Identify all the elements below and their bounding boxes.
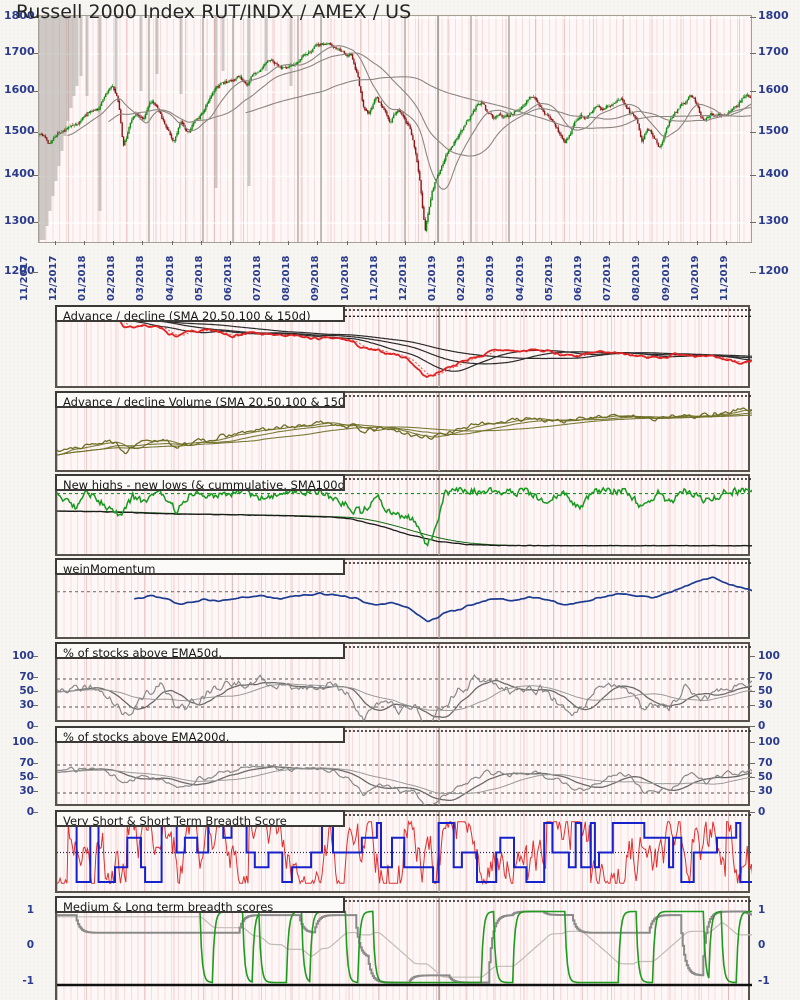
panel-advance-decline-volume: Advance / decline Volume (SMA 20,50,100 … — [55, 391, 752, 472]
panel-svg — [57, 728, 752, 805]
month-label: 06/2018 — [222, 255, 234, 301]
pct-label-left: 50 — [19, 771, 34, 783]
pct-label-right: 70 — [758, 757, 773, 769]
score-label-right: -1 — [758, 974, 770, 987]
pct-label-left: 100 — [12, 736, 34, 748]
panel-medium-long-breadth: Medium & Long term breadth scores — [55, 896, 752, 1000]
month-label: 02/2019 — [456, 255, 468, 301]
price-label-left: 1700 — [4, 45, 35, 58]
month-label: 11/2019 — [718, 255, 730, 301]
score-label-left: 1 — [26, 903, 34, 916]
pct-label-left: 0 — [26, 720, 34, 732]
panel-svg — [57, 812, 752, 892]
price-label-right: 1800 — [758, 9, 789, 22]
price-label-left: 1300 — [4, 214, 35, 228]
pct-label-left: 70 — [19, 757, 34, 769]
pct-label-left: 30 — [19, 699, 34, 711]
pct-label-right: 30 — [758, 699, 773, 711]
panel-title: % of stocks above EMA50d. — [55, 642, 345, 659]
panel-short-term-breadth: Very Short & Short Term Breadth Score — [55, 810, 752, 893]
panel-svg — [57, 560, 752, 638]
score-label-left: 0 — [26, 939, 34, 951]
month-label: 01/2019 — [427, 255, 439, 301]
main-price-chart — [38, 15, 752, 243]
score-label-left: -1 — [22, 974, 34, 987]
pct-label-left: 30 — [19, 785, 34, 797]
pct-label-right: 100 — [758, 736, 780, 748]
month-label: 11/2018 — [368, 255, 380, 301]
price-label-right: 1300 — [758, 214, 789, 228]
month-label: 05/2018 — [193, 255, 205, 301]
price-label-left: 1500 — [4, 123, 35, 137]
chart-title: Russell 2000 Index RUT/INDX / AMEX / US — [16, 1, 412, 23]
price-label-left: 1800 — [4, 9, 35, 22]
month-label: 09/2019 — [660, 255, 672, 301]
month-label: 01/2018 — [77, 255, 89, 301]
panel-title: Advance / decline Volume (SMA 20,50,100 … — [55, 391, 345, 408]
month-label: 11/2017 — [18, 255, 30, 301]
panel-title: weinMomentum — [55, 558, 345, 575]
pct-label-right: 100 — [758, 650, 780, 662]
panel-title: Very Short & Short Term Breadth Score — [55, 810, 345, 827]
panel-title: Advance / decline (SMA 20,50,100 & 150d) — [55, 305, 345, 322]
panel-svg — [57, 644, 752, 721]
pct-label-left: 50 — [19, 685, 34, 697]
score-label-right: 0 — [758, 939, 766, 951]
price-label-right: 1700 — [758, 45, 789, 58]
panel-svg — [57, 898, 752, 1000]
pct-label-right: 50 — [758, 771, 773, 783]
panel-title: Medium & Long term breadth scores — [55, 896, 345, 913]
panel-wein-momentum: weinMomentum — [55, 558, 752, 639]
month-label: 04/2018 — [164, 255, 176, 301]
pct-label-left: 100 — [12, 650, 34, 662]
month-label: 02/2018 — [106, 255, 118, 301]
month-label: 10/2018 — [339, 255, 351, 301]
month-label: 10/2019 — [689, 255, 701, 301]
panel-advance-decline: Advance / decline (SMA 20,50,100 & 150d) — [55, 305, 752, 388]
month-label: 12/2017 — [47, 255, 59, 301]
panel-pct-above-ema50: % of stocks above EMA50d. — [55, 642, 752, 722]
month-label: 03/2018 — [135, 255, 147, 301]
pct-label-right: 30 — [758, 785, 773, 797]
price-label-left: 1400 — [4, 167, 35, 181]
pct-label-left: 70 — [19, 671, 34, 683]
month-label: 03/2019 — [485, 255, 497, 301]
month-label: 12/2018 — [397, 255, 409, 301]
panel-pct-above-ema200: % of stocks above EMA200d. — [55, 726, 752, 806]
price-label-right: 1400 — [758, 167, 789, 181]
pct-label-right: 70 — [758, 671, 773, 683]
candlestick-svg — [39, 16, 751, 242]
month-label: 04/2019 — [514, 255, 526, 301]
pct-label-left: 0 — [26, 806, 34, 818]
pct-label-right: 50 — [758, 685, 773, 697]
month-label: 09/2018 — [310, 255, 322, 301]
price-label-right: 1600 — [758, 83, 789, 97]
month-label: 06/2019 — [573, 255, 584, 301]
month-label: 07/2019 — [602, 255, 614, 301]
price-label-right: 1500 — [758, 123, 789, 137]
price-label-left: 1200 — [4, 264, 35, 278]
panel-new-highs-new-lows: New highs - new lows (& cummulative, SMA… — [55, 474, 752, 556]
month-label: 08/2018 — [281, 255, 293, 301]
score-label-right: 1 — [758, 903, 766, 916]
price-label-right: 1200 — [758, 264, 789, 278]
price-label-left: 1600 — [4, 83, 35, 97]
month-label: 10/2017 — [0, 245, 1, 301]
month-label: 05/2019 — [543, 255, 555, 301]
panel-title: New highs - new lows (& cummulative, SMA… — [55, 474, 345, 491]
panel-title: % of stocks above EMA200d. — [55, 726, 345, 743]
month-label: 08/2019 — [631, 255, 643, 301]
panel-svg — [57, 393, 752, 471]
month-label: 07/2018 — [252, 255, 264, 301]
pct-label-right: 0 — [758, 806, 766, 818]
pct-label-right: 0 — [758, 720, 766, 732]
